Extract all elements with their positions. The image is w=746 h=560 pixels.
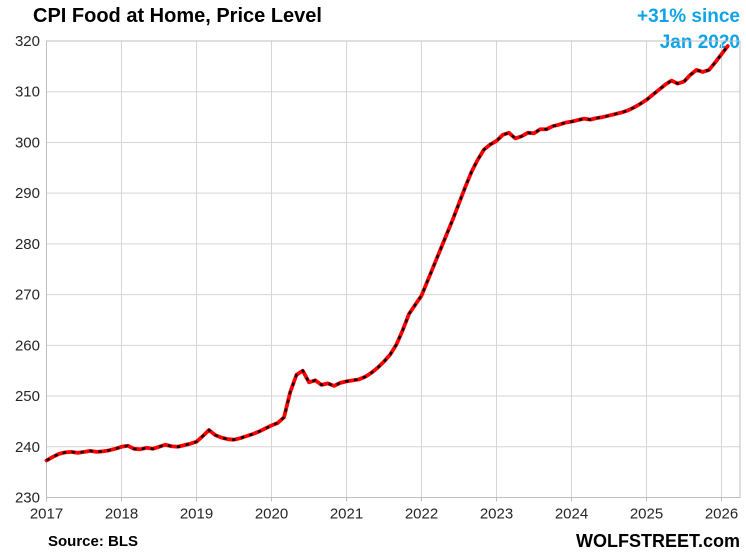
x-axis-label: 2020 xyxy=(255,506,288,523)
chart-title: CPI Food at Home, Price Level xyxy=(33,5,322,27)
annotation-line-2: Jan 2020 xyxy=(659,32,740,53)
x-axis-label: 2022 xyxy=(405,506,438,523)
x-axis-label: 2025 xyxy=(630,506,663,523)
x-axis-label: 2021 xyxy=(330,506,363,523)
y-axis-label: 310 xyxy=(15,84,40,101)
price-line xyxy=(44,44,730,463)
brand-wordmark: WOLFSTREET.com xyxy=(575,531,740,551)
x-axis-label: 2024 xyxy=(555,506,588,523)
x-axis-label: 2018 xyxy=(105,506,138,523)
y-axis-label: 240 xyxy=(15,439,40,456)
source-note: Source: BLS xyxy=(48,533,139,550)
y-axis-label: 280 xyxy=(15,236,40,253)
x-axis-label: 2019 xyxy=(180,506,213,523)
price-line-dash-markers xyxy=(45,45,729,462)
annotation-line-1: +31% since xyxy=(637,6,740,27)
plot-border xyxy=(46,40,741,498)
x-axis-label: 2023 xyxy=(480,506,513,523)
y-axis-label: 230 xyxy=(15,490,40,507)
plot-svg: 230 240 250 260 270 280 290 300 310 320 2017 2018 20… xyxy=(15,33,741,523)
y-axis-label: 300 xyxy=(15,134,40,151)
change-annotation: +31% since Jan 2020 xyxy=(637,4,740,56)
x-axis-label: 2026 xyxy=(705,506,738,523)
y-axis-label: 260 xyxy=(15,337,40,354)
y-axis-label: 250 xyxy=(15,388,40,405)
y-axis-label: 270 xyxy=(15,287,40,304)
x-axis-label: 2017 xyxy=(30,506,63,523)
y-axis-label: 320 xyxy=(15,33,40,50)
y-axis-label: 290 xyxy=(15,185,40,202)
